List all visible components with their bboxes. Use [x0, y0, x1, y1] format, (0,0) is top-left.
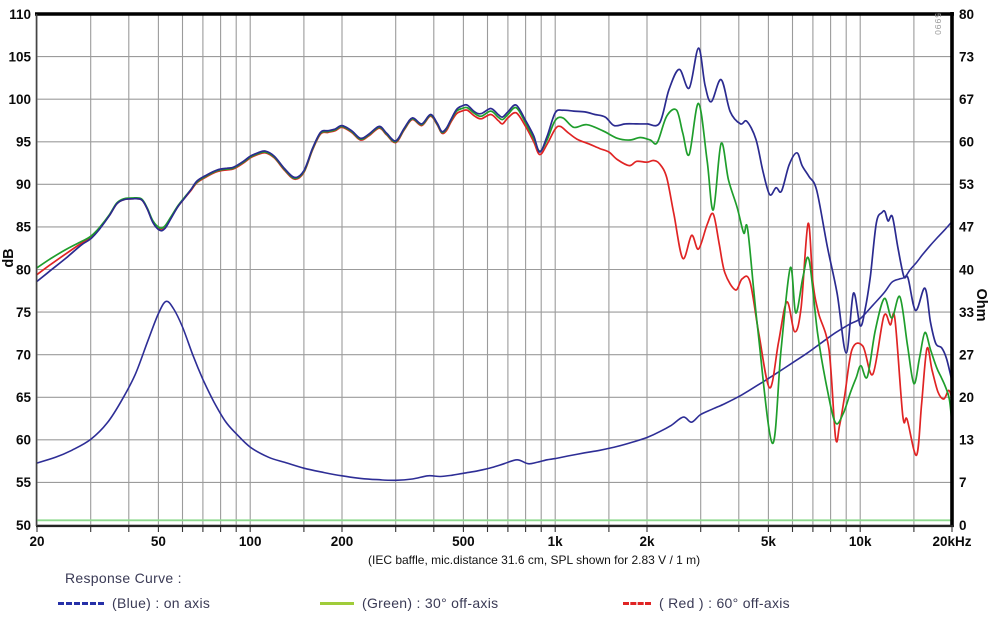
y-left-tick: 65: [16, 390, 32, 405]
y-right-tick: 80: [959, 7, 974, 22]
x-tick: 20: [29, 534, 44, 549]
y-left-axis-title: dB: [1, 248, 17, 267]
red-line-swatch: [623, 601, 651, 605]
y-left-tick: 105: [8, 49, 31, 64]
grid: [36, 13, 953, 532]
y-right-tick: 20: [959, 390, 974, 405]
x-tick: 5k: [761, 534, 777, 549]
y-right-tick: 53: [959, 177, 975, 192]
series-on-axis-blue-: [36, 47, 953, 382]
legend-label-green: (Green) : 30° off-axis: [362, 595, 499, 611]
x-tick: 1k: [548, 534, 564, 549]
legend-item-red: ( Red ) : 60° off-axis: [623, 594, 790, 612]
x-tick: 20kHz: [932, 534, 971, 549]
blue-line-swatch: [58, 601, 104, 605]
y-right-tick: 27: [959, 348, 974, 363]
legend-title: Response Curve :: [65, 570, 182, 586]
series-impedance: [36, 220, 953, 482]
y-left-tick: 60: [16, 433, 31, 448]
y-left-tick: 80: [16, 262, 31, 277]
y-right-tick: 60: [959, 135, 974, 150]
legend-label-red: ( Red ) : 60° off-axis: [659, 595, 790, 611]
y-left-tick: 55: [16, 475, 32, 490]
measurement-caption: (IEC baffle, mic.distance 31.6 cm, SPL s…: [368, 553, 701, 567]
chart-plot-area: 1101051009590858075706560555080736760534…: [1, 7, 989, 549]
y-left-tick: 75: [16, 305, 32, 320]
y-right-tick: 47: [959, 220, 974, 235]
green-line-swatch: [320, 601, 354, 605]
y-right-tick: 73: [959, 49, 975, 64]
y-right-tick: 40: [959, 262, 974, 277]
y-right-tick: 67: [959, 92, 974, 107]
y-right-tick: 33: [959, 305, 975, 320]
plot-border: [35, 12, 954, 528]
axis-labels: 1101051009590858075706560555080736760534…: [1, 7, 989, 549]
watermark-serial: 5990: [933, 13, 943, 36]
x-tick: 200: [331, 534, 354, 549]
legend-item-blue: (Blue) : on axis: [58, 594, 210, 612]
y-right-tick: 7: [959, 475, 967, 490]
y-left-tick: 70: [16, 348, 31, 363]
y-left-tick: 100: [8, 92, 31, 107]
y-right-axis-title: Ohm: [973, 288, 989, 321]
x-tick: 2k: [639, 534, 655, 549]
x-tick: 10k: [849, 534, 872, 549]
x-tick: 50: [151, 534, 166, 549]
series-30-off-axis-green-: [36, 102, 953, 445]
x-tick: 500: [452, 534, 475, 549]
y-right-tick: 13: [959, 433, 975, 448]
y-left-tick: 110: [9, 7, 31, 22]
x-tick: 100: [239, 534, 262, 549]
y-left-tick: 85: [16, 220, 32, 235]
y-left-tick: 50: [16, 518, 31, 533]
y-left-tick: 90: [16, 177, 31, 192]
legend-label-blue: (Blue) : on axis: [112, 595, 211, 611]
legend-item-green: (Green) : 30° off-axis: [320, 594, 498, 612]
y-right-tick: 0: [959, 518, 967, 533]
y-left-tick: 95: [16, 135, 32, 150]
series-60-off-axis-red-: [36, 109, 953, 457]
